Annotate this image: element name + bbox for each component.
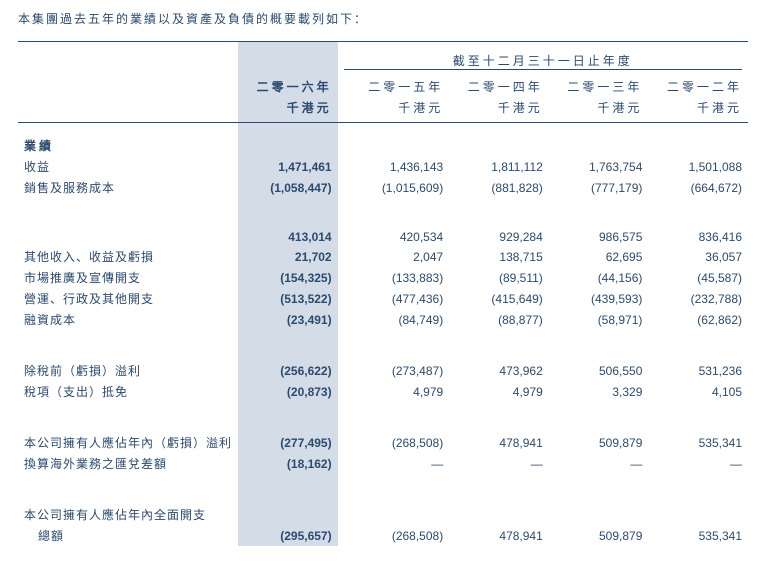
cell-value: (20,873) bbox=[238, 381, 338, 402]
cell-value: (881,828) bbox=[449, 177, 549, 198]
unit-col-2: 千港元 bbox=[449, 97, 549, 123]
cell-value: 138,715 bbox=[449, 246, 549, 267]
section-heading: 業績 bbox=[18, 123, 238, 157]
cell-value: 413,014 bbox=[238, 228, 338, 246]
unit-col-0: 千港元 bbox=[238, 97, 338, 123]
table-body: 業績 收益1,471,461 1,436,1431,811,1121,763,75… bbox=[18, 123, 748, 547]
row-label: 市場推廣及宣傳開支 bbox=[18, 267, 238, 288]
section-gap bbox=[18, 402, 238, 432]
intro-text: 本集團過去五年的業績以及資產及負債的概要載列如下： bbox=[18, 10, 748, 27]
row-label: 稅項（支出）抵免 bbox=[18, 381, 238, 402]
cell-value: (295,657) bbox=[238, 525, 338, 546]
cell-value: (513,522) bbox=[238, 288, 338, 309]
year-col-1: 二零一五年 bbox=[350, 76, 450, 97]
cell-value: 478,941 bbox=[449, 525, 549, 546]
cell-value: 509,879 bbox=[549, 525, 649, 546]
cell-value: 836,416 bbox=[648, 228, 748, 246]
cell-value: 62,695 bbox=[549, 246, 649, 267]
row-label: 銷售及服務成本 bbox=[18, 177, 238, 198]
cell-value: (477,436) bbox=[350, 288, 450, 309]
cell-value: (89,511) bbox=[449, 267, 549, 288]
cell-value: (44,156) bbox=[549, 267, 649, 288]
cell-value: (18,162) bbox=[238, 453, 338, 474]
cell-value bbox=[238, 504, 338, 525]
cell-value: (45,587) bbox=[648, 267, 748, 288]
cell-value: (84,749) bbox=[350, 309, 450, 330]
financial-table-container: 截至十二月三十一日止年度 二零一六年 二零一五年 二零一四年 二零一三年 二零一… bbox=[18, 41, 748, 546]
cell-value: 1,471,461 bbox=[238, 156, 338, 177]
cell-value: 36,057 bbox=[648, 246, 748, 267]
cell-value: (415,649) bbox=[449, 288, 549, 309]
cell-value: (273,487) bbox=[350, 360, 450, 381]
cell-value: 506,550 bbox=[549, 360, 649, 381]
cell-value: (664,672) bbox=[648, 177, 748, 198]
cell-value: — bbox=[449, 453, 549, 474]
row-label bbox=[18, 228, 238, 246]
row-label: 其他收入、收益及虧損 bbox=[18, 246, 238, 267]
row-label: 融資成本 bbox=[18, 309, 238, 330]
cell-value: 531,236 bbox=[648, 360, 748, 381]
cell-value: (268,508) bbox=[350, 432, 450, 453]
cell-value: 1,501,088 bbox=[648, 156, 748, 177]
cell-value: (133,883) bbox=[350, 267, 450, 288]
cell-value: 535,341 bbox=[648, 432, 748, 453]
table-header: 截至十二月三十一日止年度 二零一六年 二零一五年 二零一四年 二零一三年 二零一… bbox=[18, 42, 748, 123]
unit-col-1: 千港元 bbox=[350, 97, 450, 123]
cell-value bbox=[449, 504, 549, 525]
cell-value: (62,862) bbox=[648, 309, 748, 330]
cell-value: — bbox=[648, 453, 748, 474]
unit-col-4: 千港元 bbox=[648, 97, 748, 123]
cell-value: 4,105 bbox=[648, 381, 748, 402]
row-label: 收益 bbox=[18, 156, 238, 177]
year-col-4: 二零一二年 bbox=[648, 76, 748, 97]
cell-value bbox=[549, 504, 649, 525]
cell-value: — bbox=[549, 453, 649, 474]
cell-value: (58,971) bbox=[549, 309, 649, 330]
cell-value: (277,495) bbox=[238, 432, 338, 453]
cell-value: (439,593) bbox=[549, 288, 649, 309]
cell-value: 1,436,143 bbox=[350, 156, 450, 177]
row-label: 本公司擁有人應佔年內（虧損）溢利 bbox=[18, 432, 238, 453]
cell-value: 4,979 bbox=[350, 381, 450, 402]
cell-value: 929,284 bbox=[449, 228, 549, 246]
cell-value: 420,534 bbox=[350, 228, 450, 246]
cell-value bbox=[350, 504, 450, 525]
cell-value: 21,702 bbox=[238, 246, 338, 267]
cell-value bbox=[648, 504, 748, 525]
section-gap bbox=[18, 474, 238, 504]
section-gap bbox=[18, 330, 238, 360]
cell-value: (1,015,609) bbox=[350, 177, 450, 198]
row-label: 總額 bbox=[18, 525, 238, 546]
cell-value: 478,941 bbox=[449, 432, 549, 453]
cell-value: 1,811,112 bbox=[449, 156, 549, 177]
section-gap bbox=[18, 198, 238, 228]
cell-value: (154,325) bbox=[238, 267, 338, 288]
row-label: 營運、行政及其他開支 bbox=[18, 288, 238, 309]
cell-value: (23,491) bbox=[238, 309, 338, 330]
cell-value: 3,329 bbox=[549, 381, 649, 402]
financial-table: 截至十二月三十一日止年度 二零一六年 二零一五年 二零一四年 二零一三年 二零一… bbox=[18, 42, 748, 546]
cell-value: 4,979 bbox=[449, 381, 549, 402]
cell-value: 1,763,754 bbox=[549, 156, 649, 177]
cell-value: 473,962 bbox=[449, 360, 549, 381]
period-header: 截至十二月三十一日止年度 bbox=[338, 42, 748, 76]
cell-value: (1,058,447) bbox=[238, 177, 338, 198]
cell-value: (232,788) bbox=[648, 288, 748, 309]
row-label: 除稅前（虧損）溢利 bbox=[18, 360, 238, 381]
cell-value: 2,047 bbox=[350, 246, 450, 267]
cell-value: 535,341 bbox=[648, 525, 748, 546]
cell-value: (777,179) bbox=[549, 177, 649, 198]
row-label: 本公司擁有人應佔年內全面開支 bbox=[18, 504, 238, 525]
unit-col-3: 千港元 bbox=[549, 97, 649, 123]
cell-value: — bbox=[350, 453, 450, 474]
cell-value: (88,877) bbox=[449, 309, 549, 330]
cell-value: 509,879 bbox=[549, 432, 649, 453]
cell-value: (256,622) bbox=[238, 360, 338, 381]
cell-value: 986,575 bbox=[549, 228, 649, 246]
row-label: 換算海外業務之匯兌差額 bbox=[18, 453, 238, 474]
cell-value: (268,508) bbox=[350, 525, 450, 546]
year-col-3: 二零一三年 bbox=[549, 76, 649, 97]
year-col-2: 二零一四年 bbox=[449, 76, 549, 97]
year-col-0: 二零一六年 bbox=[238, 76, 338, 97]
